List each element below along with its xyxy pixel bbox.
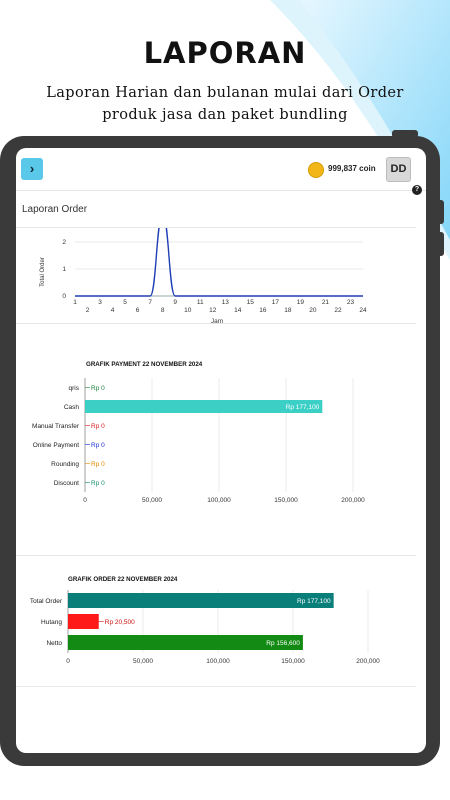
- line-chart-xtick-label: 22: [334, 307, 342, 314]
- payment-chart-bar: [85, 400, 323, 413]
- line-chart-xtick-label: 15: [247, 299, 255, 306]
- promo-subline-line-1: Laporan Harian dan bulanan mulai dari Or…: [46, 85, 404, 101]
- payment-bar-chart: GRAFIK PAYMENT 22 NOVEMBER 2024 0 50,000 1…: [32, 361, 365, 504]
- payment-chart-xtick-label: 200,000: [341, 497, 365, 504]
- line-chart-xtick-label: 13: [222, 299, 230, 306]
- order-bar-chart: GRAFIK ORDER 22 NOVEMBER 2024 0 50,000 100…: [30, 576, 380, 665]
- payment-chart-value-label: Rp 0: [91, 461, 105, 468]
- line-chart-xtick-label: 11: [197, 299, 204, 306]
- line-chart-xtick-label: 9: [173, 299, 177, 306]
- line-chart-xtick-label: 21: [322, 299, 330, 306]
- payment-chart-xtick-label: 50,000: [142, 497, 162, 504]
- payment-chart-category-label: Discount: [54, 480, 79, 487]
- order-chart-category-label: Total Order: [30, 598, 63, 605]
- order-chart-value-label: Rp 20,500: [105, 619, 135, 626]
- line-chart-xtick-label: 16: [259, 307, 267, 314]
- promo-headline: LAPORAN: [143, 36, 307, 70]
- payment-chart-category-label: Manual Transfer: [32, 423, 80, 430]
- payment-chart-title: GRAFIK PAYMENT 22 NOVEMBER 2024: [86, 361, 203, 368]
- line-chart-xtick-label: 19: [297, 299, 305, 306]
- line-chart-xtick-label: 1: [73, 299, 77, 306]
- payment-chart-category-label: Cash: [64, 404, 80, 411]
- order-chart-value-label: Rp 156,600: [266, 640, 300, 647]
- payment-chart-xtick-label: 0: [83, 497, 87, 504]
- line-chart-xtick-label: 20: [309, 307, 317, 314]
- payment-chart-xtick-label: 150,000: [274, 497, 298, 504]
- sidebar-toggle-button[interactable]: ›: [21, 158, 43, 180]
- promo-subline-line-2: produk jasa dan paket bundling: [102, 107, 348, 123]
- tablet-top-button: [392, 130, 418, 138]
- line-chart-ytick-label: 2: [62, 239, 66, 246]
- line-chart-xtick-label: 5: [123, 299, 127, 306]
- order-chart-bar: [68, 614, 99, 629]
- line-chart-xtick-label: 24: [359, 307, 367, 314]
- line-chart-ytick-label: 1: [62, 266, 66, 273]
- payment-chart-xtick-label: 100,000: [207, 497, 231, 504]
- tablet-volume-up-button: [436, 200, 444, 224]
- order-chart-xtick-label: 50,000: [133, 658, 153, 665]
- line-chart-xtick-label: 4: [111, 307, 115, 314]
- payment-chart-category-label: Online Payment: [33, 442, 79, 449]
- line-chart-xtick-label: 10: [184, 307, 192, 314]
- payment-chart-category-label: Rounding: [51, 461, 79, 468]
- payment-chart-divider: [16, 555, 416, 556]
- order-chart-category-label: Netto: [46, 640, 62, 647]
- payment-chart-value-label: Rp 0: [91, 480, 105, 487]
- order-chart-category-label: Hutang: [41, 619, 62, 626]
- payment-chart-value-label: Rp 0: [91, 442, 105, 449]
- coin-balance: 999,837 coin: [328, 164, 376, 173]
- order-chart-xtick-label: 0: [66, 658, 70, 665]
- line-chart-xtick-label: 18: [284, 307, 292, 314]
- line-chart-ylabel: Total Order: [40, 257, 46, 287]
- line-chart-xtick-label: 23: [347, 299, 355, 306]
- order-chart-title: GRAFIK ORDER 22 NOVEMBER 2024: [68, 576, 178, 583]
- title-divider: [16, 227, 416, 228]
- order-chart-xtick-label: 100,000: [206, 658, 230, 665]
- line-chart-series-line: [75, 228, 363, 297]
- line-chart-divider: [16, 323, 416, 324]
- chevron-right-icon: ›: [29, 161, 35, 176]
- page-title: Laporan Order: [22, 204, 88, 215]
- app-screen: › 999,837 coin DD ? Laporan Order Total …: [16, 148, 426, 753]
- line-chart-xlabel: Jam: [211, 318, 223, 325]
- coin-icon: [308, 162, 324, 178]
- order-chart-xtick-label: 200,000: [356, 658, 380, 665]
- order-chart-bar: [68, 635, 303, 650]
- line-chart-xtick-label: 14: [234, 307, 242, 314]
- line-chart-ytick-label: 0: [62, 293, 66, 300]
- payment-chart-value-label: Rp 177,100: [286, 404, 320, 411]
- order-chart-value-label: Rp 177,100: [297, 598, 331, 605]
- tablet-volume-down-button: [436, 232, 444, 256]
- line-chart-xtick-label: 6: [136, 307, 140, 314]
- payment-chart-value-label: Rp 0: [91, 423, 105, 430]
- line-chart-xtick-label: 12: [209, 307, 217, 314]
- promo-subline: Laporan Harian dan bulanan mulai dari Or…: [40, 82, 410, 126]
- line-chart-xtick-label: 2: [86, 307, 90, 314]
- payment-chart-category-label: qris: [69, 385, 80, 392]
- line-chart-xtick-label: 8: [161, 307, 165, 314]
- line-chart-xtick-label: 7: [148, 299, 152, 306]
- question-circle-icon[interactable]: ?: [412, 185, 422, 195]
- user-avatar-button[interactable]: DD: [386, 157, 411, 182]
- order-chart-xtick-label: 150,000: [281, 658, 305, 665]
- payment-chart-value-label: Rp 0: [91, 385, 105, 392]
- line-chart-xtick-label: 17: [272, 299, 280, 306]
- order-chart-divider: [16, 686, 416, 687]
- line-chart-xtick-label: 3: [98, 299, 102, 306]
- order-chart-bar: [68, 593, 334, 608]
- app-header: › 999,837 coin DD: [16, 148, 426, 191]
